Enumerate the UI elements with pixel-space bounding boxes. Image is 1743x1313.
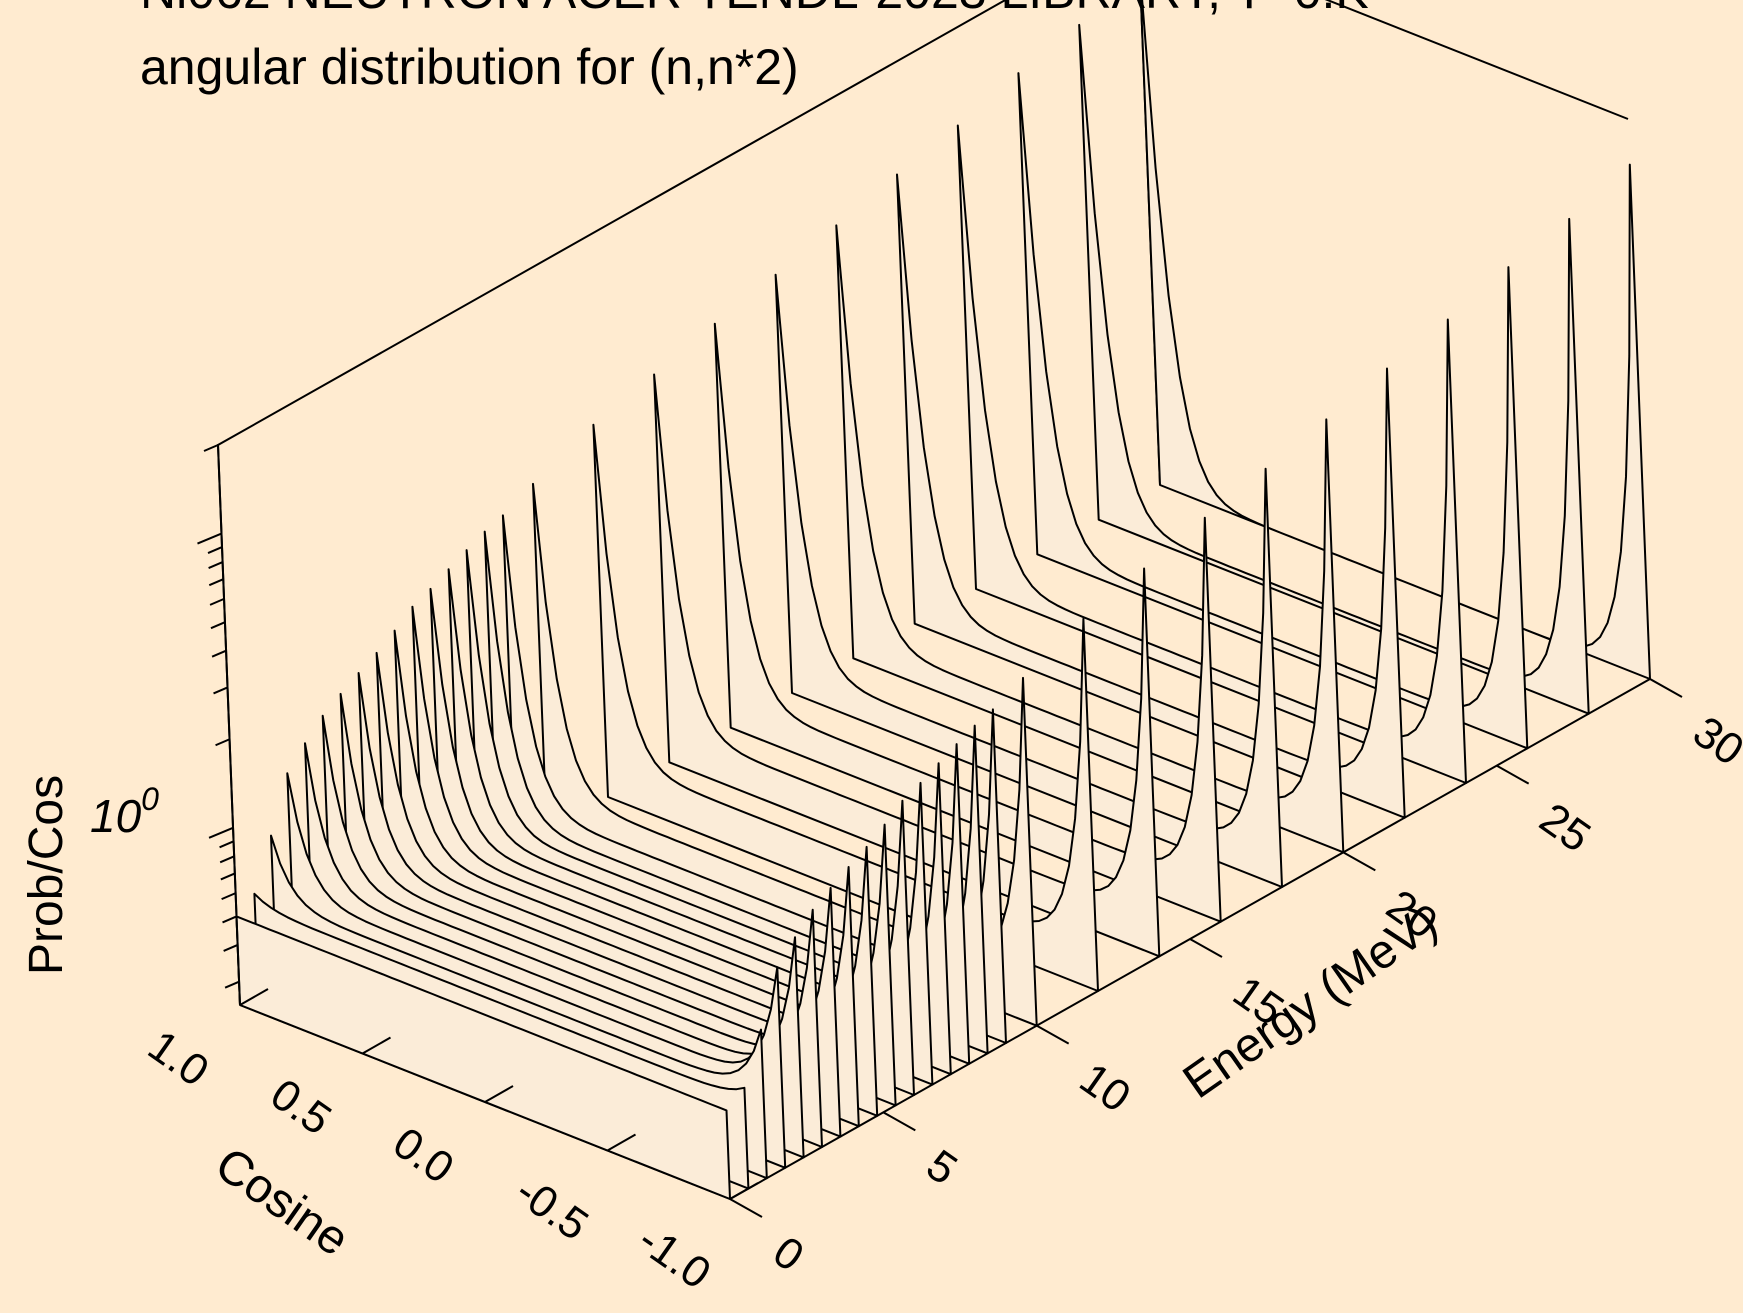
curve <box>235 915 731 1200</box>
z-tick <box>207 546 223 554</box>
y-tick <box>882 1111 916 1132</box>
z-tick <box>197 532 222 545</box>
y-tick <box>1189 938 1223 958</box>
y-tick-label: 10 <box>1071 1054 1139 1122</box>
x-tick-label: 0.5 <box>262 1070 340 1145</box>
z-tick <box>219 855 235 864</box>
x-tick-label: -1.0 <box>629 1215 719 1299</box>
z-tick <box>220 872 236 881</box>
x-axis-label: Cosine <box>206 1138 359 1267</box>
z-tick <box>210 621 226 630</box>
x-tick <box>484 1085 514 1103</box>
y-axis-label: Energy (MeV) <box>1174 896 1447 1109</box>
x-tick-label: -0.5 <box>507 1167 597 1251</box>
z-tick <box>208 826 234 839</box>
z-axis-line <box>217 444 241 1006</box>
z-tick <box>208 561 223 570</box>
z-axis-label: Prob/Cos <box>20 775 73 975</box>
y-tick-label: 30 <box>1684 707 1743 775</box>
z-tick <box>215 738 230 747</box>
y-tick-label: 5 <box>918 1140 966 1194</box>
z-tick <box>219 840 234 849</box>
chart-title: Ni062 NEUTRON ACER TENDL-2023 LIBRARY, T… <box>140 0 1369 19</box>
z-tick <box>224 980 240 989</box>
y-tick <box>1036 1024 1070 1045</box>
chart-subtitle: angular distribution for (n,n*2) <box>140 39 799 95</box>
z-tick <box>203 444 219 452</box>
x-tick <box>607 1133 636 1152</box>
x-tick-label: 0.0 <box>384 1118 462 1193</box>
x-tick-label: 1.0 <box>139 1021 217 1096</box>
z-tick <box>208 578 224 587</box>
y-tick <box>729 1198 763 1218</box>
x-tick <box>239 988 269 1006</box>
z-tick <box>221 892 236 901</box>
y-tick <box>1649 678 1683 698</box>
z-tick <box>211 649 227 658</box>
y-tick-label: 0 <box>764 1227 812 1281</box>
z-tick <box>213 686 228 695</box>
y-tick <box>1496 764 1530 785</box>
curve-series <box>235 0 1651 1200</box>
z-tick <box>209 597 225 606</box>
x-tick <box>362 1036 391 1055</box>
z-tick <box>222 915 237 924</box>
z-tick <box>223 944 239 952</box>
z-tick-label: 100 <box>90 781 159 842</box>
y-tick-label: 25 <box>1531 794 1599 862</box>
x-tick <box>729 1182 759 1200</box>
y-tick <box>1342 851 1376 872</box>
